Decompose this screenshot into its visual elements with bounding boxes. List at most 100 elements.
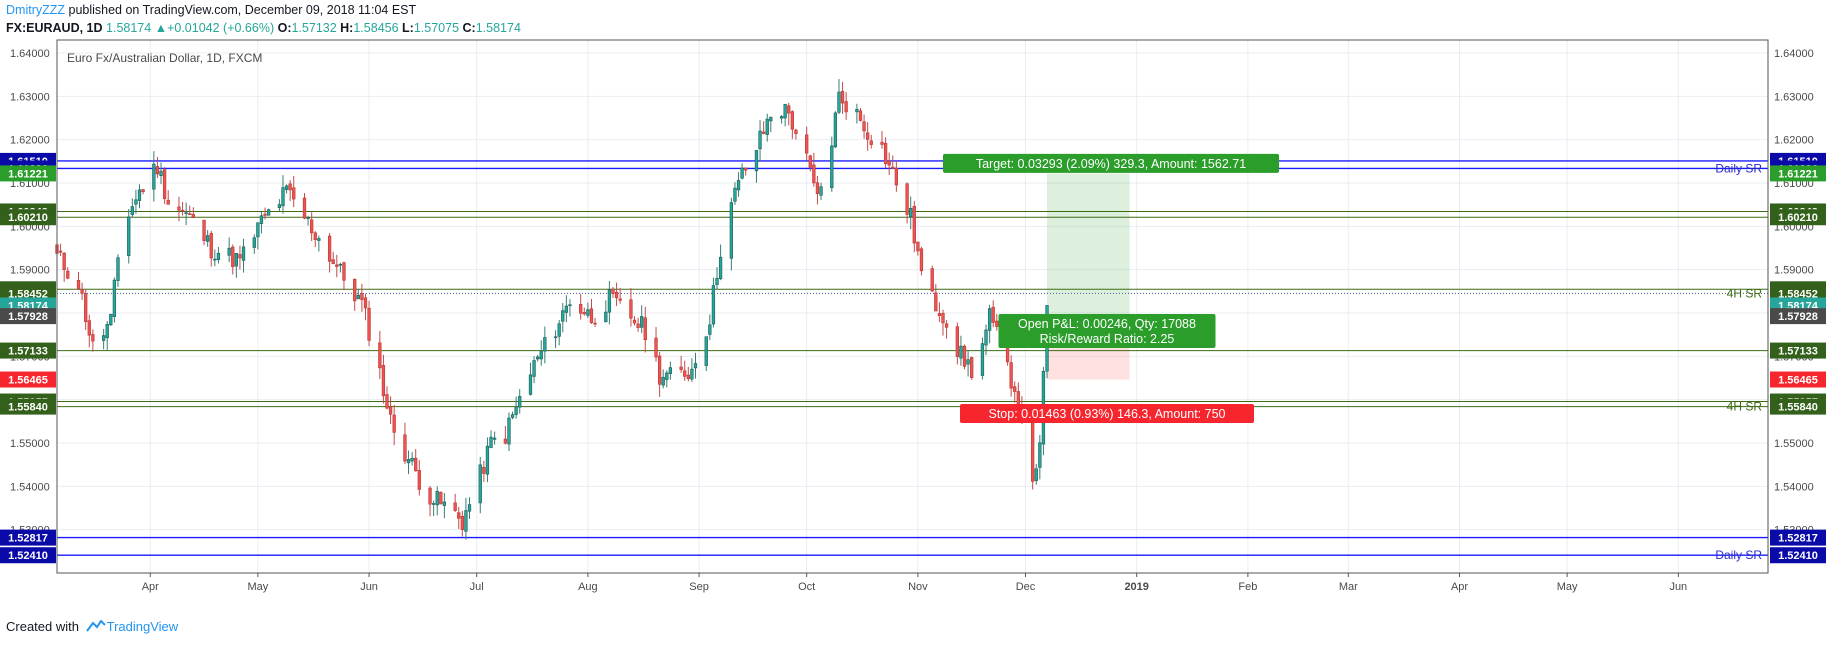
price-badge — [1770, 285, 1826, 302]
grid — [57, 40, 1768, 573]
candle-body — [779, 116, 784, 119]
candle-body — [815, 182, 820, 194]
candle-body — [87, 320, 91, 336]
candle-body — [435, 490, 439, 506]
y-tick-label-left: 1.62000 — [10, 135, 50, 147]
price-badge-label-left: 1.56465 — [8, 375, 48, 387]
candle-body — [543, 337, 547, 352]
candle-body — [941, 312, 945, 324]
candle-body — [159, 170, 163, 176]
candle-body — [58, 250, 63, 253]
close-value: 1.58174 — [475, 21, 521, 35]
candle-body — [833, 112, 838, 148]
zone-labels: Daily SR 4H SR 4H SR Daily SR — [1715, 161, 1762, 562]
author-link[interactable]: DmitryZZZ — [6, 3, 66, 17]
open-value: 1.57132 — [291, 21, 337, 35]
high-value: 1.58456 — [353, 21, 399, 35]
x-tick-label: Jul — [470, 581, 484, 593]
candle-body — [457, 512, 461, 519]
candle-body — [84, 293, 88, 323]
footer-credit: Created with TradingView — [6, 618, 178, 636]
price-badge — [1770, 209, 1826, 226]
price-badge-label-left: 1.58452 — [8, 288, 48, 300]
y-tick-label-left: 1.59000 — [10, 265, 50, 277]
x-tick-label: May — [247, 581, 268, 593]
candle-body — [166, 199, 170, 205]
candle-body — [209, 233, 213, 259]
y-tick-label: 1.63000 — [1774, 91, 1814, 103]
price-badge-label: 1.55840 — [1778, 402, 1818, 414]
candle-body — [632, 319, 637, 324]
x-tick-label: Jun — [1669, 581, 1687, 593]
stop-label-text: Stop: 0.01463 (0.93%) 146.3, Amount: 750 — [989, 407, 1226, 421]
price-badge — [1770, 342, 1826, 359]
y-tick-label: 1.59000 — [1774, 265, 1814, 277]
candle-body — [431, 503, 436, 505]
zone-label: Daily SR — [1715, 161, 1762, 175]
candle-body — [916, 241, 920, 252]
candle-body — [360, 293, 364, 300]
candle-body — [385, 394, 389, 409]
candle-body — [180, 209, 185, 212]
candle-body — [704, 336, 708, 366]
candle-body — [66, 270, 70, 279]
candle-body — [758, 130, 762, 150]
candle-body — [442, 501, 447, 506]
candle-body — [991, 306, 995, 323]
candle-body — [238, 254, 242, 259]
candle-body — [414, 457, 418, 472]
candle-body — [657, 355, 662, 385]
candle-body — [970, 357, 974, 378]
candle-body — [787, 105, 791, 114]
y-tick-label: 1.64000 — [1774, 48, 1814, 60]
candle-body — [162, 169, 167, 200]
candle-body — [618, 298, 622, 301]
candle-body — [152, 163, 156, 190]
candle-body — [894, 167, 899, 186]
candle-body — [510, 414, 515, 418]
price-badge — [1770, 547, 1826, 564]
candle-body — [241, 246, 246, 261]
x-tick-label: Dec — [1016, 581, 1036, 593]
candle-body — [216, 252, 221, 261]
candle-body — [478, 464, 482, 504]
candle-body — [137, 189, 142, 201]
candle-body — [231, 246, 235, 268]
x-tick-label: Mar — [1339, 581, 1358, 593]
candle-body — [955, 326, 959, 357]
published-text: published on TradingView.com, December 0… — [65, 3, 417, 17]
x-tick-label: Sep — [689, 581, 709, 593]
candle-body — [514, 406, 518, 415]
high-label: H: — [340, 21, 354, 35]
candle-body — [342, 262, 346, 281]
candle-body — [485, 445, 490, 475]
candle-body — [987, 308, 992, 331]
candle-body — [410, 457, 414, 462]
y-tick-label: 1.54000 — [1774, 481, 1814, 493]
price-badge-left — [0, 547, 56, 564]
candle-body — [467, 504, 472, 512]
candle-body — [105, 323, 109, 339]
candle-body — [1009, 362, 1013, 389]
price-badge-label: 1.52817 — [1778, 533, 1818, 545]
candle-body — [679, 366, 683, 370]
candle-body — [313, 232, 317, 240]
candle-body — [76, 280, 81, 289]
tradingview-brand-link[interactable]: TradingView — [106, 619, 179, 634]
candle-body — [381, 365, 386, 397]
candle-body — [661, 376, 665, 386]
x-tick-label: May — [1557, 581, 1578, 593]
candle-body — [654, 337, 658, 358]
candle-body — [62, 252, 66, 271]
candle-body — [690, 368, 694, 380]
open-pnl-label-text: Open P&L: 0.00246, Qty: 17088 — [1018, 317, 1196, 331]
price-badge-left — [0, 398, 56, 415]
candle-body — [765, 118, 769, 135]
price-badge — [1770, 398, 1826, 415]
y-tick-label-left: 1.64000 — [10, 48, 50, 60]
candle-body — [460, 515, 464, 530]
candle-body — [356, 294, 360, 300]
price-badge — [1770, 529, 1826, 546]
candle-body — [259, 215, 264, 224]
